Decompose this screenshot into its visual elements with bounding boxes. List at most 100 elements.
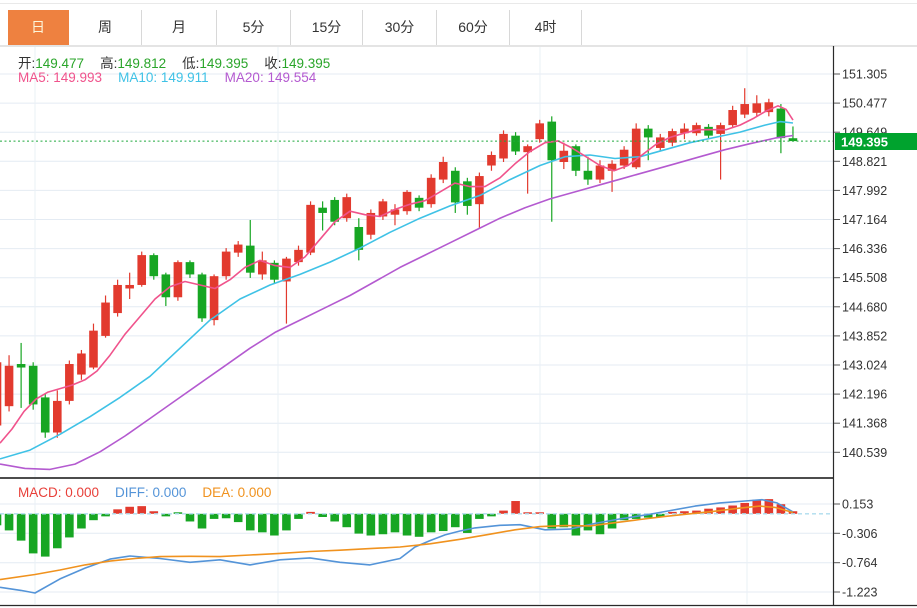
diff-line: [0, 498, 794, 594]
candle: [258, 260, 267, 275]
tab-60min[interactable]: 60分: [437, 10, 510, 45]
svg-text:144.680: 144.680: [842, 300, 887, 314]
candle: [270, 262, 279, 280]
candle: [282, 258, 291, 282]
candle: [788, 138, 798, 142]
ma20-line: [0, 134, 794, 471]
ma-legend: MA5: 149.993 MA10: 149.911 MA20: 149.554: [18, 70, 332, 85]
candle: [438, 162, 448, 180]
legend-value: 149.993: [53, 70, 103, 85]
legend-value: 149.812: [117, 56, 167, 71]
candle: [101, 302, 110, 336]
ma5-line: [0, 105, 794, 444]
candle: [294, 249, 303, 263]
candle: [28, 365, 38, 405]
svg-text:143.024: 143.024: [842, 359, 887, 373]
candle: [776, 108, 786, 139]
candle: [137, 255, 147, 285]
price-axis-labels: 151.305150.477149.649148.821147.992147.1…: [834, 68, 887, 460]
candle: [571, 146, 581, 171]
legend-value: 0.000: [237, 485, 272, 500]
svg-text:142.196: 142.196: [842, 388, 887, 402]
candle: [354, 227, 364, 250]
dea-line: [0, 505, 794, 581]
candle: [245, 245, 255, 273]
candle: [53, 400, 62, 433]
candle: [0, 362, 2, 426]
svg-text:141.368: 141.368: [842, 417, 887, 431]
candle: [764, 102, 774, 113]
macd-axis-labels: 0.153 -0.306 -0.764 -1.223: [834, 498, 877, 600]
gridlines: [0, 47, 833, 604]
candle: [511, 135, 520, 152]
top-border: [0, 3, 917, 4]
svg-text:147.164: 147.164: [842, 213, 887, 227]
candle: [402, 191, 412, 212]
candle: [740, 104, 750, 115]
candle: [149, 255, 159, 277]
macd-indicator-legend: MACD: 0.000 DIFF: 0.000 DEA: 0.000: [18, 485, 287, 500]
candle: [197, 274, 207, 319]
candle: [426, 177, 436, 205]
legend-value: 149.395: [281, 56, 331, 71]
candle: [583, 170, 593, 180]
tab-week[interactable]: 周: [69, 10, 142, 45]
candle: [499, 133, 508, 159]
candle: [643, 128, 653, 138]
candle: [535, 123, 544, 140]
candle: [209, 276, 219, 321]
svg-text:-1.223: -1.223: [842, 586, 877, 600]
candle: [680, 128, 689, 134]
candle: [89, 330, 98, 368]
candles: [0, 88, 798, 438]
candle: [607, 163, 617, 171]
candle: [704, 126, 713, 136]
macd-histogram: [0, 499, 798, 557]
candle: [185, 262, 195, 275]
legend-label: 开:: [18, 56, 36, 71]
candle: [378, 201, 388, 217]
timeframe-tabbar: 日周月 5分 15分 30分 60分 4时: [8, 10, 582, 45]
legend-label: DIFF:: [115, 485, 153, 500]
legend-value: 149.395: [199, 56, 249, 71]
svg-text:148.821: 148.821: [842, 155, 887, 169]
candle: [450, 170, 460, 203]
candle: [173, 262, 183, 298]
legend-value: 149.911: [160, 70, 209, 85]
legend-label: DEA:: [202, 485, 238, 500]
candle: [595, 165, 605, 180]
legend-label: MA5:: [18, 70, 54, 85]
legend-label: MA10:: [118, 70, 161, 85]
candle: [40, 397, 50, 433]
candle: [4, 365, 14, 407]
ma10-line: [0, 120, 794, 460]
candle: [77, 353, 86, 375]
ohlc-legend: 开:149.477 高:149.812 低:149.395 收:149.395: [18, 52, 346, 72]
tab-30min[interactable]: 30分: [363, 10, 437, 45]
candle: [65, 364, 74, 401]
legend-label: MACD:: [18, 485, 66, 500]
candle: [221, 251, 231, 277]
candle: [233, 244, 243, 253]
legend-value: 0.000: [65, 485, 100, 500]
candle: [547, 121, 557, 161]
candle: [475, 176, 484, 205]
svg-text:140.539: 140.539: [842, 446, 887, 460]
legend-value: 149.554: [267, 70, 317, 85]
current-price-value: 149.395: [841, 135, 888, 150]
candle: [463, 181, 472, 206]
legend-value: 149.477: [35, 56, 85, 71]
tab-5min[interactable]: 5分: [217, 10, 291, 45]
candle: [16, 364, 26, 368]
tab-15min[interactable]: 15分: [291, 10, 363, 45]
current-price-badge: 149.395: [835, 133, 917, 150]
legend-label: 高:: [100, 56, 118, 71]
legend-label: 低:: [182, 56, 200, 71]
tab-month[interactable]: 月: [142, 10, 217, 45]
svg-text:-0.306: -0.306: [842, 527, 877, 541]
tab-day[interactable]: 日: [8, 10, 69, 45]
svg-text:147.992: 147.992: [842, 184, 887, 198]
tab-4hour[interactable]: 4时: [510, 10, 582, 45]
